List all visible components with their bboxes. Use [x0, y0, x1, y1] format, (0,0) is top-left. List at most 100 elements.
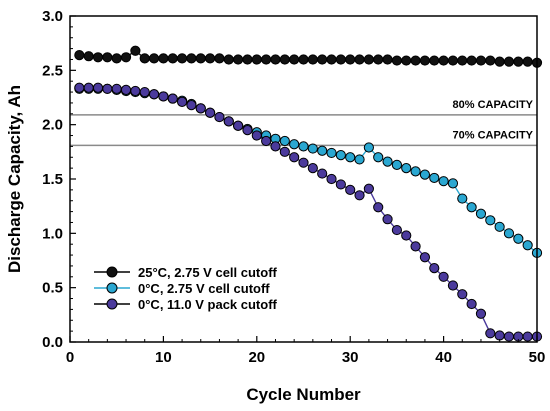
x-axis-title: Cycle Number: [246, 385, 361, 404]
data-point: [158, 53, 169, 64]
x-tick-label: 40: [435, 349, 452, 366]
x-tick-label: 30: [342, 349, 359, 366]
data-point: [401, 230, 412, 241]
data-point: [410, 241, 421, 252]
data-point: [317, 145, 328, 156]
data-point: [494, 330, 505, 341]
data-point: [513, 233, 524, 244]
data-point: [363, 54, 374, 65]
data-point: [429, 263, 440, 274]
data-point: [345, 54, 356, 65]
data-point: [522, 56, 533, 67]
data-point: [345, 152, 356, 163]
data-point: [410, 166, 421, 177]
annotation-label: 80% CAPACITY: [453, 99, 534, 111]
x-tick-label: 20: [248, 349, 265, 366]
data-point: [373, 152, 384, 163]
data-point: [195, 103, 206, 114]
legend-item: 0°C, 2.75 V cell cutoff: [94, 281, 270, 296]
data-point: [261, 54, 272, 65]
data-point: [401, 55, 412, 66]
data-point: [419, 252, 431, 263]
data-point: [130, 85, 141, 97]
data-point: [289, 54, 300, 65]
y-tick-label: 1.5: [42, 171, 63, 188]
data-point: [466, 55, 477, 66]
data-point: [83, 82, 94, 93]
data-point: [176, 53, 188, 64]
data-point: [317, 54, 328, 65]
data-point: [233, 54, 244, 65]
data-point: [429, 172, 440, 184]
data-point: [391, 55, 402, 66]
x-tick-label: 50: [529, 349, 546, 366]
data-point: [92, 52, 104, 63]
data-point: [363, 142, 374, 153]
data-point: [139, 86, 150, 98]
data-point: [401, 163, 412, 174]
data-point: [363, 183, 374, 194]
y-tick-label: 1.0: [42, 225, 63, 242]
data-point: [485, 215, 496, 226]
data-point: [522, 240, 533, 251]
x-tick-label: 0: [66, 349, 74, 366]
capacity-annotations: 80% CAPACITY 70% CAPACITY: [453, 99, 534, 141]
y-tick-label: 2.5: [42, 62, 63, 79]
data-point: [120, 52, 132, 63]
data-point: [429, 55, 440, 66]
data-point: [466, 298, 477, 310]
data-point: [261, 135, 272, 147]
data-point: [335, 179, 346, 190]
data-point: [475, 208, 487, 219]
data-point: [102, 52, 113, 63]
data-point: [317, 168, 328, 179]
data-point: [513, 56, 524, 67]
data-point: [158, 91, 169, 102]
data-point: [345, 184, 356, 195]
data-point: [186, 53, 197, 64]
data-point: [289, 139, 300, 150]
series-1: [74, 45, 543, 68]
data-series: [74, 45, 543, 342]
x-tick-label: 10: [155, 349, 172, 366]
data-point: [176, 96, 188, 107]
data-point: [447, 178, 459, 189]
legend-label: 25°C, 2.75 V cell cutoff: [138, 265, 278, 280]
data-point: [242, 125, 253, 136]
series-line: [79, 88, 538, 254]
data-point: [475, 55, 487, 66]
data-point: [438, 55, 449, 66]
y-axis-ticks: 0.0 0.5 1.0 1.5 2.0 2.5 3.0: [42, 8, 76, 351]
data-point: [92, 82, 104, 93]
data-point: [74, 50, 85, 61]
data-point: [279, 146, 290, 157]
data-point: [494, 221, 505, 232]
data-point: [205, 53, 216, 64]
data-point: [438, 271, 449, 282]
data-point: [307, 54, 318, 65]
legend-marker: [106, 298, 118, 310]
data-point: [494, 56, 505, 67]
data-point: [457, 289, 468, 300]
data-point: [205, 107, 216, 118]
legend-marker: [106, 266, 118, 278]
data-point: [419, 169, 431, 180]
data-point: [307, 143, 318, 154]
data-point: [251, 54, 262, 65]
data-point: [485, 55, 496, 66]
legend-label: 0°C, 2.75 V cell cutoff: [138, 281, 270, 296]
data-point: [195, 53, 206, 64]
y-tick-label: 0.0: [42, 334, 63, 351]
legend-marker: [106, 282, 118, 294]
data-point: [233, 120, 244, 131]
data-point: [391, 159, 402, 170]
data-point: [279, 54, 290, 65]
data-point: [457, 193, 468, 204]
y-tick-label: 0.5: [42, 280, 63, 297]
data-point: [167, 53, 178, 64]
data-point: [83, 51, 94, 62]
data-point: [242, 54, 253, 65]
data-point: [326, 173, 337, 185]
data-point: [148, 53, 160, 64]
data-point: [354, 154, 365, 165]
